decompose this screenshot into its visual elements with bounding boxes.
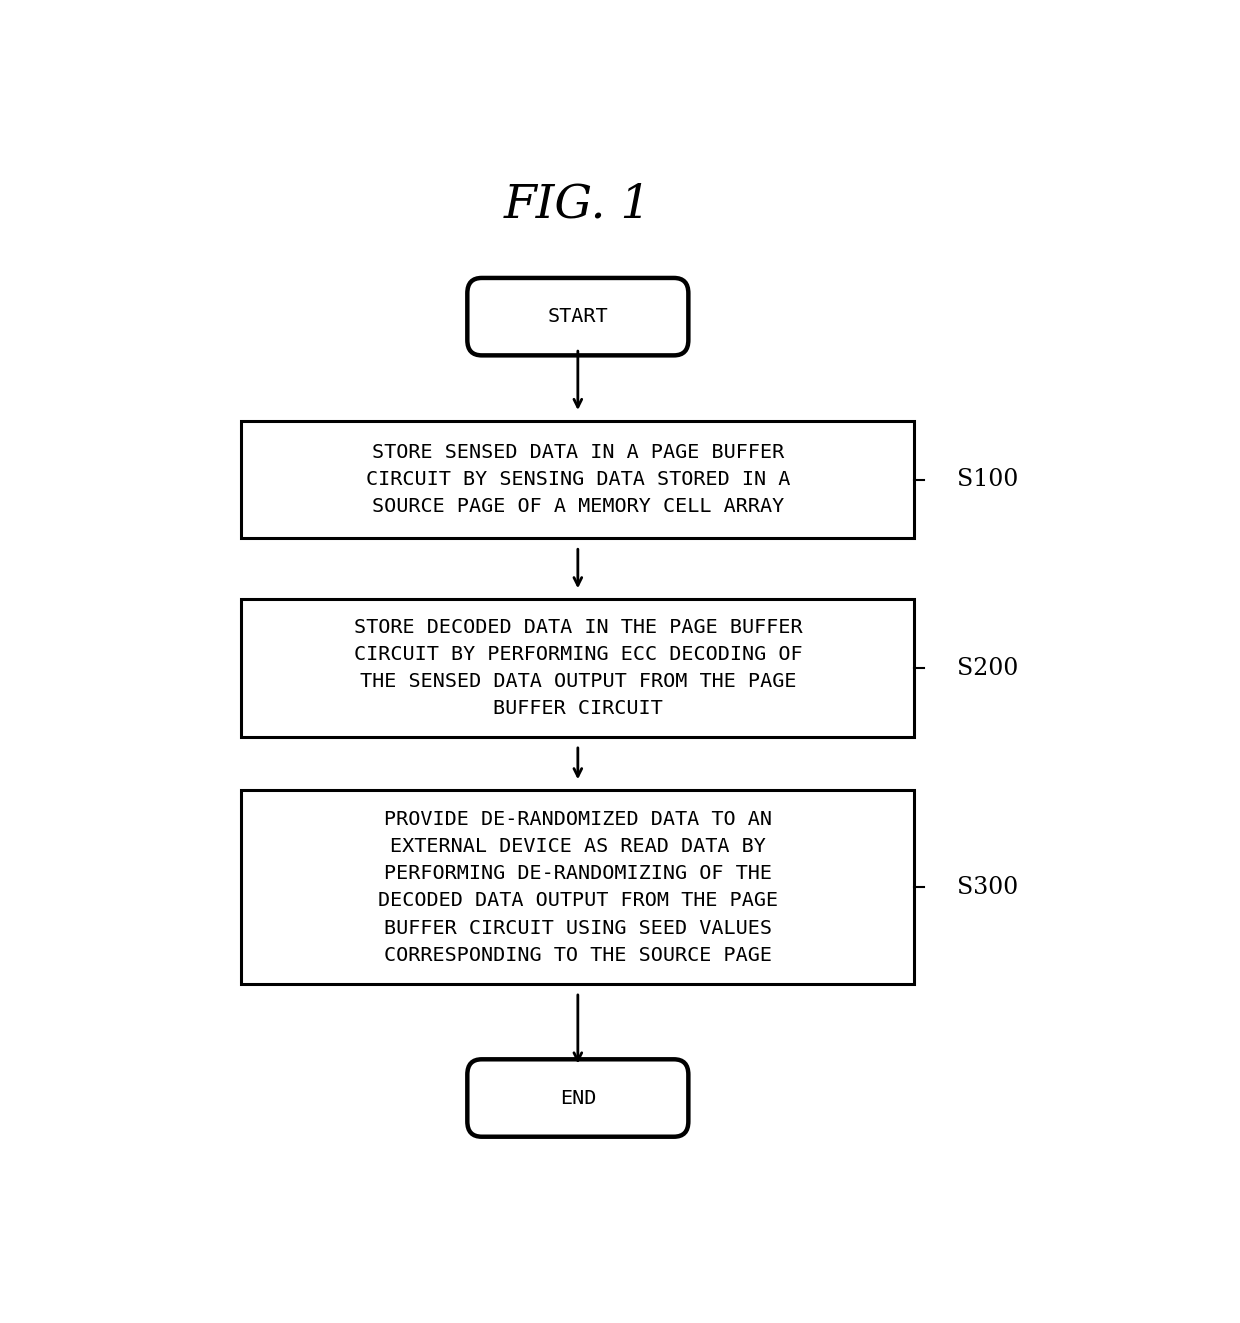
- Bar: [242, 599, 914, 737]
- FancyBboxPatch shape: [467, 1060, 688, 1136]
- Text: STORE SENSED DATA IN A PAGE BUFFER
CIRCUIT BY SENSING DATA STORED IN A
SOURCE PA: STORE SENSED DATA IN A PAGE BUFFER CIRCU…: [366, 443, 790, 516]
- Text: S300: S300: [957, 876, 1019, 898]
- Text: STORE DECODED DATA IN THE PAGE BUFFER
CIRCUIT BY PERFORMING ECC DECODING OF
THE : STORE DECODED DATA IN THE PAGE BUFFER CI…: [353, 618, 802, 718]
- Text: S100: S100: [957, 468, 1019, 491]
- FancyBboxPatch shape: [467, 278, 688, 356]
- Text: PROVIDE DE-RANDOMIZED DATA TO AN
EXTERNAL DEVICE AS READ DATA BY
PERFORMING DE-R: PROVIDE DE-RANDOMIZED DATA TO AN EXTERNA…: [378, 810, 777, 964]
- Bar: [242, 421, 914, 538]
- Bar: [242, 790, 914, 984]
- Text: START: START: [548, 307, 608, 327]
- Text: S200: S200: [957, 656, 1019, 680]
- Text: END: END: [559, 1089, 596, 1107]
- Text: FIG. 1: FIG. 1: [503, 183, 652, 228]
